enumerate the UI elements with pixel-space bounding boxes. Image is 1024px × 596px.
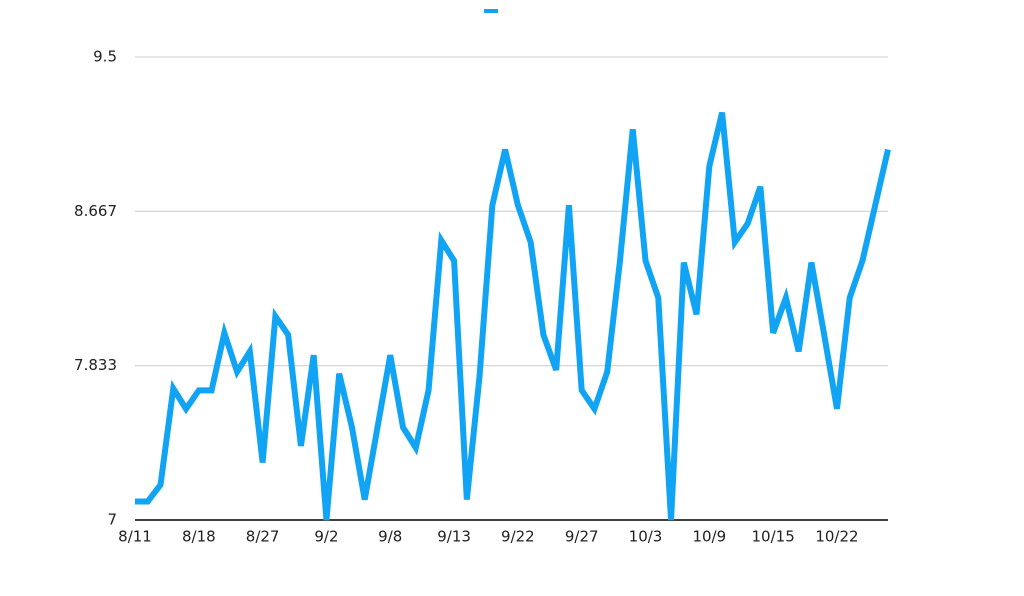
- x-tick-label: 9/2: [314, 528, 338, 546]
- x-tick-label: 10/9: [692, 528, 726, 546]
- y-tick-label: 8.667: [74, 202, 117, 220]
- x-tick-label: 9/22: [501, 528, 535, 546]
- y-tick-label: 9.5: [93, 48, 117, 66]
- x-tick-label: 9/8: [378, 528, 402, 546]
- y-tick-label: 7.833: [74, 356, 117, 374]
- x-tick-label: 9/13: [437, 528, 471, 546]
- x-tick-label: 8/11: [118, 528, 152, 546]
- data-line: [135, 111, 891, 521]
- x-tick-label: 8/27: [246, 528, 280, 546]
- x-tick-label: 9/27: [565, 528, 599, 546]
- legend-swatch: [484, 9, 498, 13]
- x-tick-label: 8/18: [182, 528, 216, 546]
- x-tick-label: 10/15: [752, 528, 795, 546]
- x-tick-label: 10/22: [815, 528, 858, 546]
- y-tick-label: 7: [107, 511, 117, 529]
- x-tick-label: 10/3: [629, 528, 663, 546]
